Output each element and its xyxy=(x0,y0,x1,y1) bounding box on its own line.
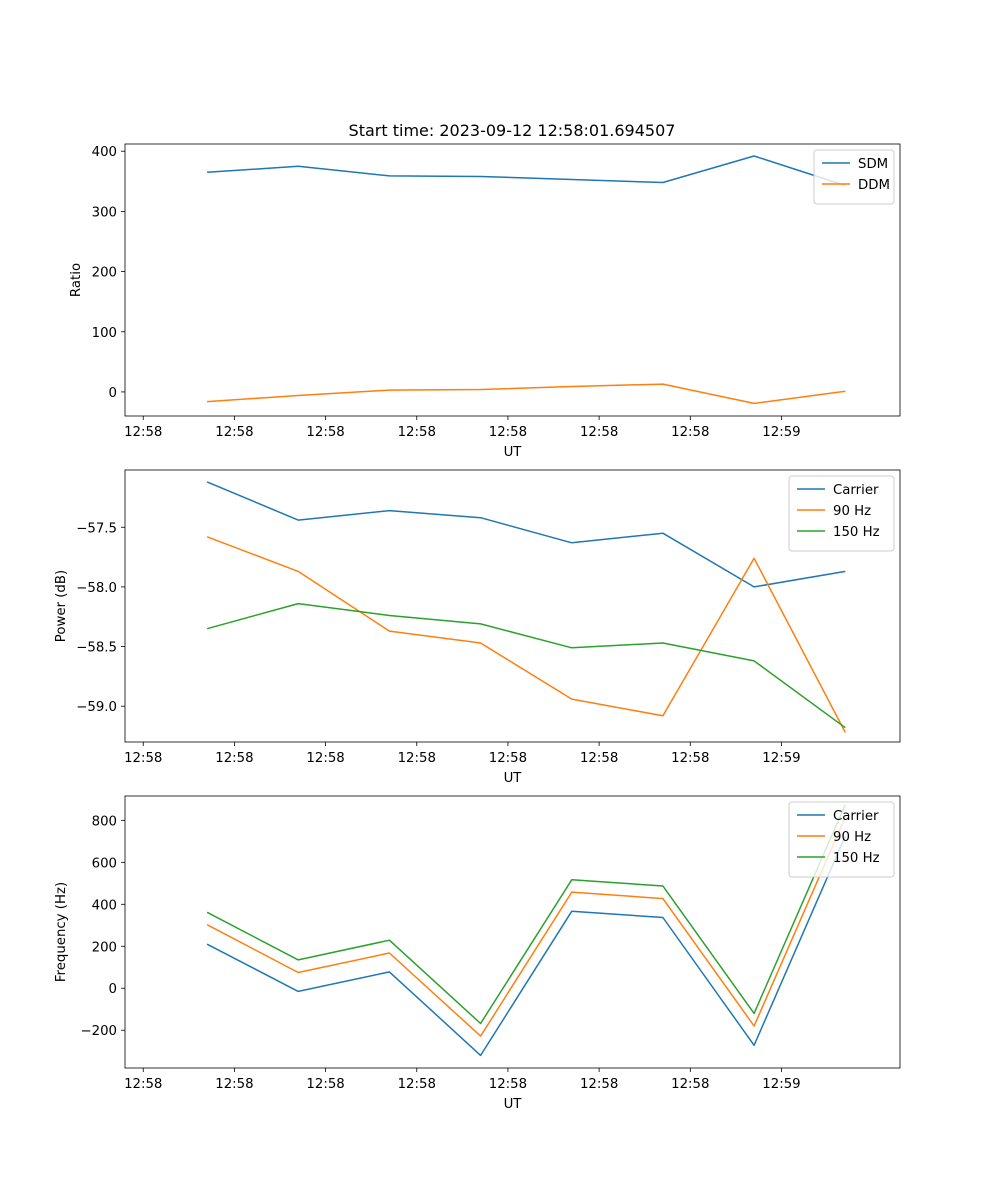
ratio-series-ddm-line xyxy=(207,383,846,405)
power-panel: 12:58 12:58 12:58 12:58 12:58 12:58 12:58 12:59… xyxy=(54,469,901,786)
ratio-axes-frame xyxy=(124,143,901,417)
frequency-x-tick-label: 12:59 xyxy=(762,1077,800,1092)
power-x-tick-label: 12:58 xyxy=(124,751,162,766)
frequency-x-tick-label: 12:58 xyxy=(124,1077,162,1092)
ratio-y-tick-label: 400 xyxy=(92,145,117,160)
ratio-y-tick-label: 200 xyxy=(92,266,117,281)
frequency-x-tick-label: 12:58 xyxy=(306,1077,344,1092)
ratio-y-tick-label: 100 xyxy=(92,326,117,341)
ratio-x-tick-label: 12:58 xyxy=(398,425,436,440)
frequency-x-tick-label: 12:58 xyxy=(489,1077,527,1092)
power-x-tick-label: 12:58 xyxy=(489,751,527,766)
frequency-y-tick-label: 600 xyxy=(92,856,117,871)
power-legend-box xyxy=(788,475,895,552)
frequency-x-tick-label: 12:58 xyxy=(215,1077,253,1092)
ratio-x-tick-label: 12:58 xyxy=(215,425,253,440)
frequency-y-tick-label: 200 xyxy=(92,940,117,955)
ratio-x-tick-label: 12:58 xyxy=(306,425,344,440)
frequency-x-axis-label: UT xyxy=(504,1097,523,1112)
frequency-y-tick-label: −200 xyxy=(80,1024,117,1039)
ratio-x-axis-label: UT xyxy=(504,445,523,460)
ratio-x-tick-label: 12:59 xyxy=(762,425,800,440)
frequency-y-tick-label: 0 xyxy=(109,982,117,997)
frequency-x-tick-label: 12:58 xyxy=(580,1077,618,1092)
power-y-axis-label: Power (dB) xyxy=(54,570,69,642)
power-x-tick-label: 12:58 xyxy=(580,751,618,766)
ratio-x-tick-label: 12:58 xyxy=(124,425,162,440)
frequency-panel: 12:58 12:58 12:58 12:58 12:58 12:58 12:58 12:59… xyxy=(54,795,901,1112)
frequency-axes-frame xyxy=(124,795,901,1069)
ratio-y-axis-label: Ratio xyxy=(69,263,84,297)
frequency-legend-label: 90 Hz xyxy=(833,830,871,845)
power-x-tick-label: 12:59 xyxy=(762,751,800,766)
power-x-tick-label: 12:58 xyxy=(671,751,709,766)
power-axes-frame xyxy=(124,469,901,743)
power-x-tick-label: 12:58 xyxy=(306,751,344,766)
frequency-legend-label: 150 Hz xyxy=(833,851,880,866)
ratio-legend-label: SDM xyxy=(858,157,888,172)
frequency-x-tick-label: 12:58 xyxy=(671,1077,709,1092)
power-y-tick-label: −57.5 xyxy=(76,521,117,536)
ratio-panel: 12:58 12:58 12:58 12:58 12:58 12:58 12:58 12:59… xyxy=(69,143,901,460)
power-legend-label: 150 Hz xyxy=(833,525,880,540)
power-y-tick-label: −59.0 xyxy=(76,700,117,715)
power-legend-label: Carrier xyxy=(833,483,879,498)
ratio-series-sdm-line xyxy=(207,155,846,187)
power-series-150-hz-line xyxy=(206,602,846,729)
frequency-y-axis-label: Frequency (Hz) xyxy=(54,882,69,982)
frequency-series-carrier-line xyxy=(206,835,846,1057)
power-y-tick-label: −58.0 xyxy=(76,581,117,596)
power-series-90-hz-line xyxy=(206,536,846,733)
ratio-x-tick-label: 12:58 xyxy=(580,425,618,440)
frequency-legend-box xyxy=(788,801,895,878)
frequency-y-tick-label: 800 xyxy=(92,814,117,829)
frequency-x-tick-label: 12:58 xyxy=(398,1077,436,1092)
power-y-tick-label: −58.5 xyxy=(76,641,117,656)
frequency-series-90-hz-line xyxy=(206,816,846,1037)
power-x-tick-label: 12:58 xyxy=(215,751,253,766)
power-x-tick-label: 12:58 xyxy=(398,751,436,766)
ratio-x-tick-label: 12:58 xyxy=(489,425,527,440)
frequency-legend-label: Carrier xyxy=(833,809,879,824)
frequency-y-tick-label: 400 xyxy=(92,898,117,913)
ratio-legend-label: DDM xyxy=(858,178,890,193)
power-legend-label: 90 Hz xyxy=(833,504,871,519)
ratio-x-tick-label: 12:58 xyxy=(671,425,709,440)
frequency-series-150-hz-line xyxy=(206,804,846,1025)
ratio-y-tick-label: 300 xyxy=(92,205,117,220)
power-series-carrier-line xyxy=(206,481,846,588)
power-x-axis-label: UT xyxy=(504,771,523,786)
ratio-y-tick-label: 0 xyxy=(109,386,117,401)
figure-title: Start time: 2023-09-12 12:58:01.694507 xyxy=(349,121,676,140)
